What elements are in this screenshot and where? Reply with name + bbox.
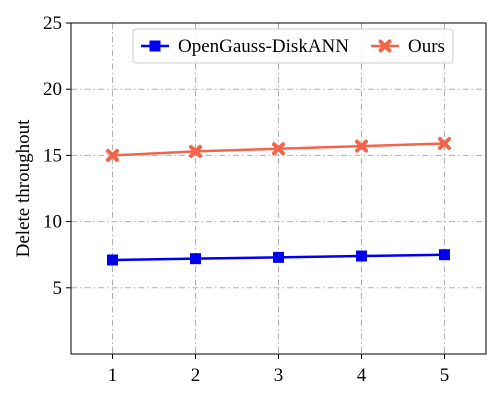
data-point	[272, 142, 285, 156]
series-ours	[106, 136, 451, 162]
series-opengauss-diskann	[107, 249, 450, 266]
ticks: 1 2 3 4 5 5 10 15 20 25	[43, 13, 449, 386]
data-point	[106, 148, 119, 162]
data-point	[189, 144, 202, 158]
y-tick-label: 20	[43, 79, 62, 100]
grid	[71, 22, 486, 354]
legend-marker	[378, 39, 392, 53]
legend-box	[132, 28, 454, 64]
x-tick-label: 3	[274, 365, 284, 386]
legend-marker	[149, 40, 161, 52]
y-tick-label: 5	[53, 278, 63, 299]
legend-label: Ours	[408, 36, 445, 57]
legend-label: OpenGauss-DiskANN	[178, 36, 349, 57]
y-tick-label: 15	[43, 145, 62, 166]
data-point	[107, 254, 118, 266]
series-layer	[106, 136, 451, 266]
x-tick-label: 1	[108, 365, 118, 386]
x-tick-label: 4	[357, 365, 367, 386]
x-tick-label: 5	[440, 365, 450, 386]
y-axis-label: Delete throughout	[13, 119, 34, 257]
y-tick-label: 25	[43, 13, 62, 34]
data-point	[438, 136, 451, 150]
data-point	[356, 250, 367, 262]
data-point	[355, 139, 368, 153]
data-point	[190, 253, 201, 265]
y-tick-label: 10	[43, 212, 62, 233]
x-tick-label: 2	[191, 365, 201, 386]
legend: OpenGauss-DiskANN Ours	[132, 28, 454, 64]
data-point	[439, 249, 450, 261]
data-point	[273, 251, 284, 263]
